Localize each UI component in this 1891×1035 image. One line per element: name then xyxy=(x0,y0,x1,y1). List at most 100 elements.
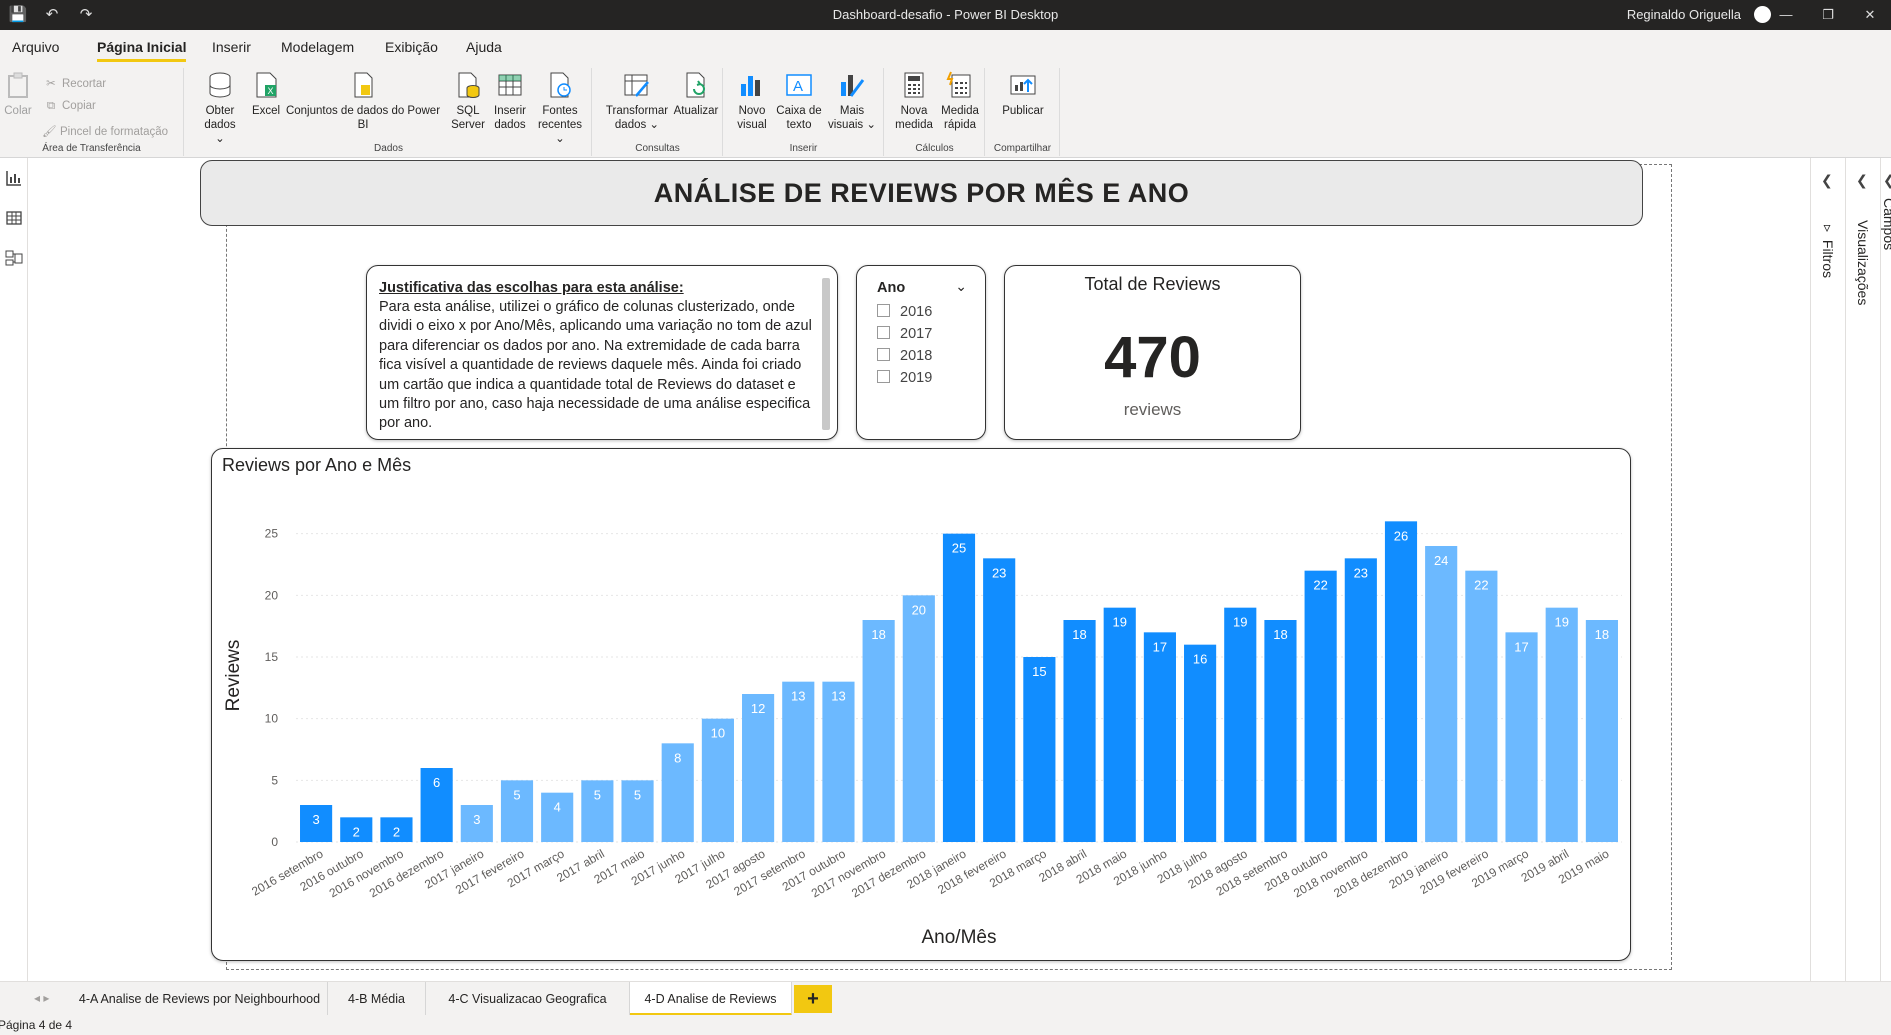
slicer-option-2018[interactable]: 2018 xyxy=(877,348,932,364)
checkbox[interactable] xyxy=(877,304,890,317)
recent-sources-button[interactable]: Fontes recentes ⌄ xyxy=(532,70,588,146)
chevron-left-icon[interactable]: ❮ xyxy=(1856,172,1868,188)
data-label: 3 xyxy=(473,812,480,827)
filters-pane[interactable]: ❮ ▿ Filtros xyxy=(1810,158,1845,981)
checkbox[interactable] xyxy=(877,348,890,361)
save-icon[interactable]: 💾 xyxy=(8,6,28,23)
tab-ajuda[interactable]: Ajuda xyxy=(466,39,502,55)
data-view-icon[interactable] xyxy=(4,208,24,228)
bar xyxy=(1264,620,1297,842)
quick-measure-button[interactable]: Medida rápida xyxy=(937,70,983,132)
copy-button[interactable]: ⧉ Copiar xyxy=(44,100,96,113)
transform-data-button[interactable]: Transformar dados ⌄ xyxy=(601,70,673,132)
slicer-option-label: 2019 xyxy=(900,370,933,386)
bar xyxy=(500,780,534,842)
excel-button[interactable]: X Excel xyxy=(246,70,286,118)
tab-inserir[interactable]: Inserir xyxy=(212,39,251,55)
y-axis-title: Reviews xyxy=(223,640,244,712)
chevron-left-icon[interactable]: ❮ xyxy=(1821,172,1833,188)
tab-pagina-inicial[interactable]: Página Inicial xyxy=(97,39,187,62)
justification-textbox[interactable]: Justificativa das escolhas para esta aná… xyxy=(366,265,838,440)
recent-label-2: recentes ⌄ xyxy=(537,119,583,145)
datasets-label-2: BI xyxy=(357,119,369,131)
checkbox[interactable] xyxy=(877,370,890,383)
y-tick-label: 20 xyxy=(265,588,279,602)
minimize-icon[interactable]: — xyxy=(1779,7,1793,22)
bar xyxy=(1063,620,1096,842)
database-icon xyxy=(209,72,231,98)
more-visuals-button[interactable]: Mais visuais ⌄ xyxy=(826,70,878,132)
visualizations-pane[interactable]: ❮ Visualizações xyxy=(1845,158,1880,981)
sql-server-button[interactable]: SQL Server xyxy=(448,70,488,132)
page-tab-4a[interactable]: 4-A Analise de Reviews por Neighbourhood xyxy=(72,982,328,1016)
chevron-down-icon[interactable]: ⌄ xyxy=(955,278,967,294)
filter-icon: ▿ xyxy=(1820,220,1836,236)
power-bi-datasets-button[interactable]: Conjuntos de dados do Power BI xyxy=(284,70,442,132)
page-tab-4c[interactable]: 4-C Visualizacao Geografica xyxy=(426,982,630,1016)
bar xyxy=(822,681,855,842)
refresh-button[interactable]: Atualizar xyxy=(669,70,723,118)
user-name[interactable]: Reginaldo Origuella xyxy=(1626,7,1741,22)
bar xyxy=(1425,546,1458,842)
undo-icon[interactable]: ↶ xyxy=(45,6,59,23)
insert-group: Novo visual A Caixa de texto Mais visuais ⌄… xyxy=(724,68,884,156)
new-visual-button[interactable]: Novo visual xyxy=(734,70,770,132)
quick-access-toolbar: 💾 ↶ ↷ xyxy=(8,5,96,23)
data-label: 15 xyxy=(1032,664,1046,679)
bar xyxy=(1143,632,1176,842)
new-visual-label-1: Novo xyxy=(738,105,766,117)
y-tick-label: 5 xyxy=(271,773,278,787)
data-label: 18 xyxy=(1273,627,1287,642)
svg-text:X: X xyxy=(268,86,274,96)
report-title-banner[interactable]: ANÁLISE DE REVIEWS POR MÊS E ANO xyxy=(200,160,1643,226)
avatar[interactable] xyxy=(1754,6,1771,23)
quick-measure-label-1: Medida xyxy=(941,105,979,117)
bar xyxy=(661,743,694,842)
year-slicer[interactable]: Ano ⌄ 2016 2017 2018 2019 xyxy=(856,265,986,440)
view-switcher xyxy=(0,158,28,1013)
close-icon[interactable]: ✕ xyxy=(1864,7,1876,22)
slicer-option-2017[interactable]: 2017 xyxy=(877,326,932,342)
tab-exibicao[interactable]: Exibição xyxy=(385,39,438,55)
publish-button[interactable]: Publicar xyxy=(992,70,1054,118)
bar xyxy=(460,805,493,842)
new-measure-button[interactable]: Nova medida xyxy=(893,70,935,132)
text-box-button[interactable]: A Caixa de texto xyxy=(776,70,822,132)
enter-data-button[interactable]: Inserir dados xyxy=(488,70,532,132)
dataset-icon xyxy=(354,72,373,98)
calculations-group-label: Cálculos xyxy=(915,143,954,154)
report-view-icon[interactable] xyxy=(4,168,24,188)
total-reviews-card[interactable]: Total de Reviews 470 reviews xyxy=(1004,265,1301,440)
reviews-chart[interactable]: Reviews por Ano e Mês 0 5 10 15 20 25 Reviews A… xyxy=(211,448,1631,961)
new-visual-label-2: visual xyxy=(737,119,767,131)
filters-pane-label: ▿ Filtros xyxy=(1820,220,1836,278)
quick-measure-icon xyxy=(946,71,971,98)
slicer-option-2019[interactable]: 2019 xyxy=(877,370,932,386)
data-label: 13 xyxy=(791,689,805,704)
slicer-option-2016[interactable]: 2016 xyxy=(877,304,932,320)
get-data-button[interactable]: Obter dados ⌄ xyxy=(198,70,242,146)
restore-icon[interactable]: ❐ xyxy=(1822,7,1834,22)
model-view-icon[interactable] xyxy=(4,248,24,268)
cut-button[interactable]: ✂ Recortar xyxy=(44,76,106,90)
redo-icon[interactable]: ↷ xyxy=(79,6,93,23)
checkbox[interactable] xyxy=(877,326,890,339)
bar xyxy=(701,718,734,842)
page-tab-4d[interactable]: 4-D Analise de Reviews xyxy=(630,982,792,1016)
bar-chart-icon xyxy=(741,76,760,96)
page-nav-arrows[interactable]: ◂ ▸ xyxy=(34,991,50,1005)
tab-modelagem[interactable]: Modelagem xyxy=(281,39,355,55)
add-page-button[interactable]: + xyxy=(794,985,832,1013)
scrollbar[interactable] xyxy=(822,278,830,430)
visualizations-label: Visualizações xyxy=(1855,220,1871,306)
page-tab-4b[interactable]: 4-B Média xyxy=(328,982,426,1016)
format-painter-button[interactable]: 🖌 Pincel de formatação xyxy=(42,124,168,138)
fields-pane[interactable]: ❮ Campos xyxy=(1880,158,1891,981)
data-label: 2 xyxy=(393,824,400,839)
chevron-left-icon[interactable]: ❮ xyxy=(1883,172,1891,189)
sql-label-1: SQL xyxy=(456,105,480,117)
paste-button[interactable]: Colar xyxy=(4,70,32,118)
data-label: 3 xyxy=(312,812,319,827)
tab-arquivo[interactable]: Arquivo xyxy=(12,39,60,55)
data-label: 20 xyxy=(912,602,926,617)
